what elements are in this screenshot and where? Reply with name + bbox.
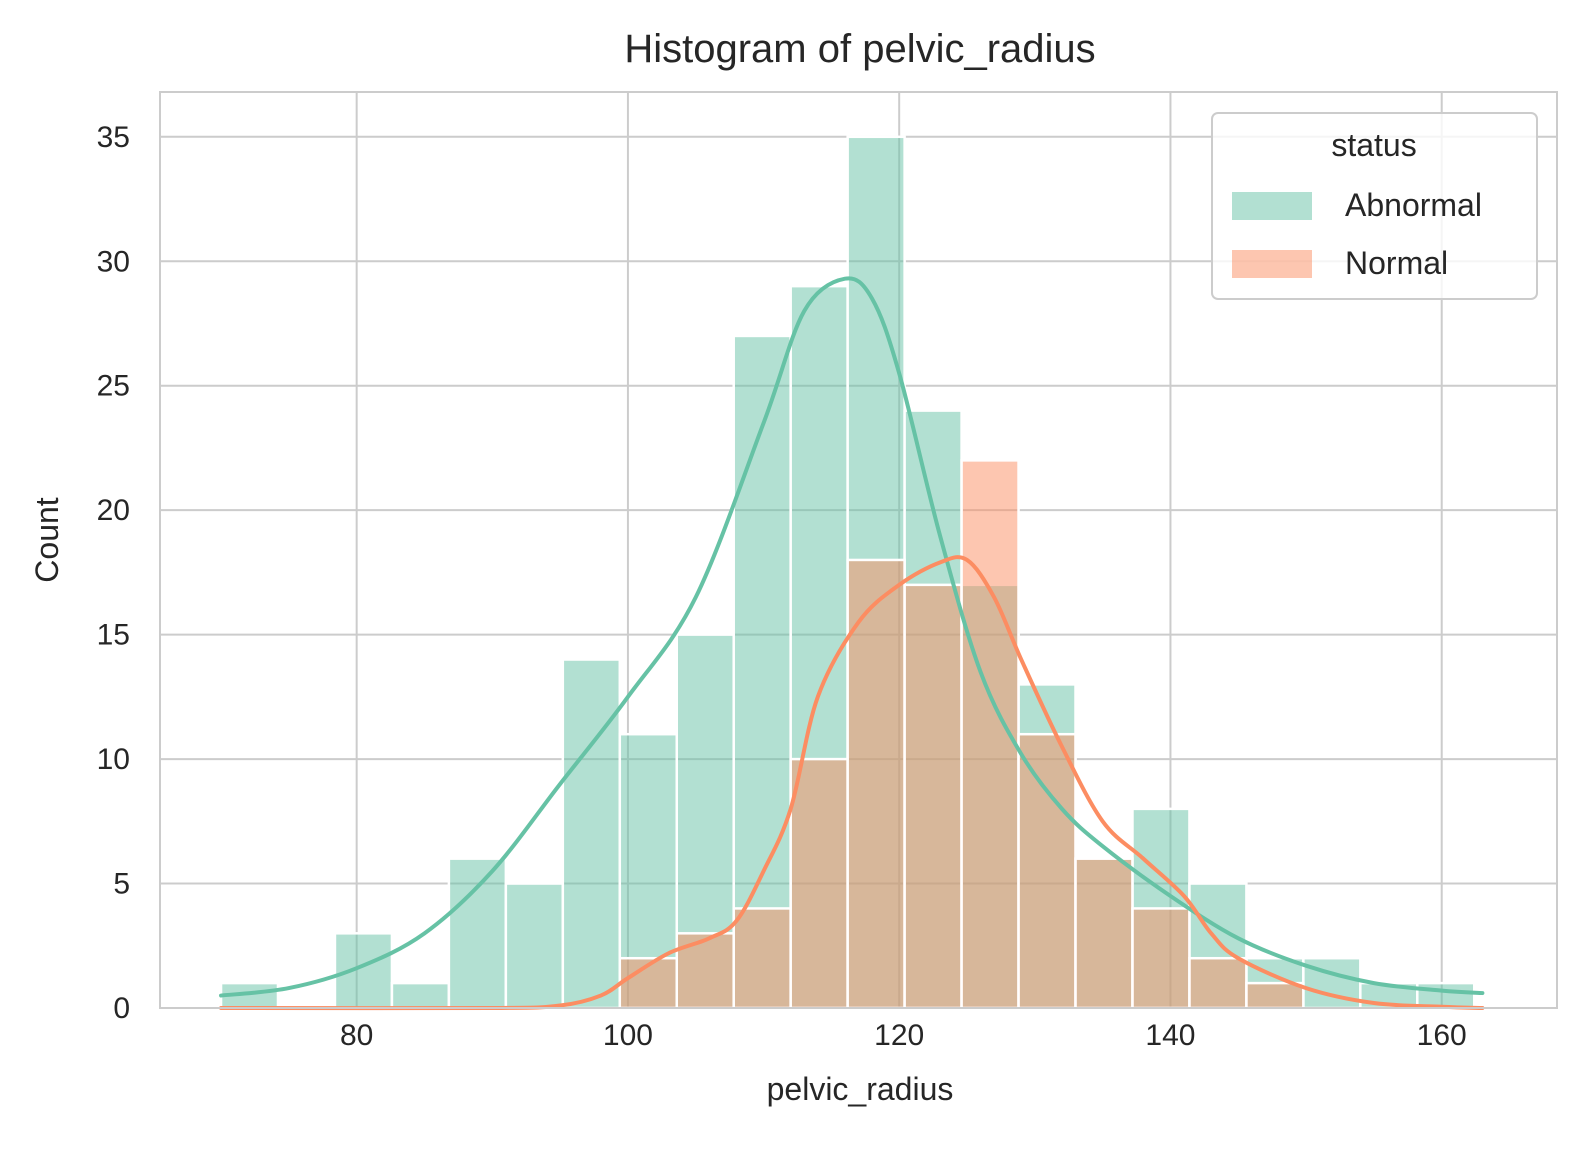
kde-line-normal xyxy=(219,555,1485,1011)
plot-border xyxy=(159,91,1558,1009)
y-tick-label: 20 xyxy=(97,494,130,527)
histogram-bar-normal xyxy=(1131,907,1191,1010)
legend-label-normal: Normal xyxy=(1345,245,1448,281)
histogram-bar-abnormal xyxy=(561,658,622,1010)
histogram-bar-normal xyxy=(1074,857,1134,1010)
legend-title: status xyxy=(1331,127,1416,163)
histogram-bar-normal xyxy=(789,757,849,1010)
legend: status Abnormal Normal xyxy=(1211,112,1538,300)
x-tick-label: 140 xyxy=(1145,1019,1195,1052)
histogram-bar-normal xyxy=(732,907,792,1010)
chart-title: Histogram of pelvic_radius xyxy=(624,27,1095,71)
histogram-bar-normal xyxy=(846,558,906,1010)
histogram-bar-normal xyxy=(1017,732,1077,1010)
histogram-bar-abnormal xyxy=(1416,981,1476,1010)
kde-layer xyxy=(219,276,1485,1011)
histogram-bar-abnormal xyxy=(333,932,394,1010)
ticks-layer: 80 100 120 140 160 0 5 10 15 20 25 30 35 xyxy=(97,121,1467,1052)
histogram-bar-normal xyxy=(1188,956,1248,1010)
x-tick-label: 160 xyxy=(1417,1019,1467,1052)
y-tick-label: 30 xyxy=(97,245,130,278)
histogram-bar-normal xyxy=(1245,981,1305,1010)
histogram-bar-abnormal xyxy=(447,857,508,1010)
histogram-bar-normal xyxy=(675,932,735,1010)
histogram-bar-abnormal xyxy=(390,981,451,1010)
legend-entries: Abnormal Normal xyxy=(1232,187,1482,281)
y-tick-label: 25 xyxy=(97,370,130,403)
histogram-bar-abnormal xyxy=(732,334,792,1010)
y-tick-label: 15 xyxy=(97,619,130,652)
histogram-bar-normal xyxy=(903,583,963,1010)
legend-swatch-normal xyxy=(1232,250,1312,278)
x-tick-label: 120 xyxy=(874,1019,924,1052)
y-tick-label: 35 xyxy=(97,121,130,154)
y-tick-label: 0 xyxy=(113,992,130,1025)
histogram-bar-abnormal xyxy=(504,882,565,1010)
legend-label-abnormal: Abnormal xyxy=(1345,187,1482,223)
x-tick-label: 100 xyxy=(603,1019,653,1052)
y-axis-label: Count xyxy=(29,497,65,583)
legend-swatch-abnormal xyxy=(1232,192,1312,220)
y-tick-label: 10 xyxy=(97,743,130,776)
kde-line-abnormal xyxy=(219,276,1485,998)
y-tick-label: 5 xyxy=(113,868,130,901)
plot-frame xyxy=(159,91,1558,1009)
x-tick-label: 80 xyxy=(340,1019,373,1052)
x-axis-label: pelvic_radius xyxy=(767,1071,954,1107)
